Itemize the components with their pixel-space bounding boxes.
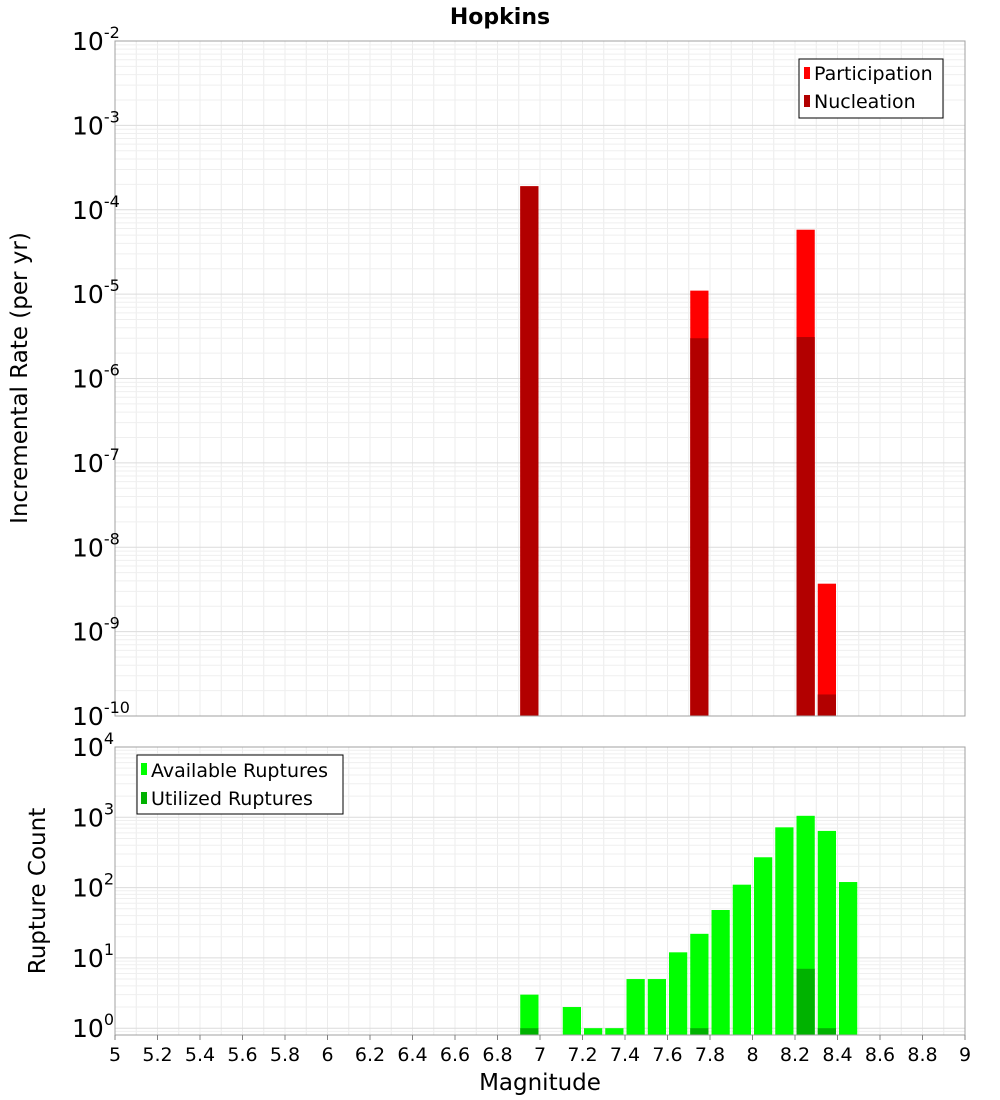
x-tick-label: 8.6 [865,1044,895,1066]
top-bar-nucleation [520,186,539,716]
top-y-axis-label: Incremental Rate (per yr) [7,232,33,524]
legend-swatch-available [141,763,147,775]
legend-label-participation: Participation [814,63,933,85]
bottom-bar-available-ruptures [775,827,794,1035]
top-bar-nucleation [817,694,836,716]
bottom-bar-available-ruptures [711,910,730,1035]
bottom-bar-available-ruptures [839,882,858,1035]
x-tick-label: 6 [321,1044,333,1066]
top-grid [115,41,965,716]
top-plot-border [114,40,966,717]
x-tick-label: 7.2 [567,1044,597,1066]
x-ticks: 5 5.2 5.4 5.6 5.8 6 6.2 6.4 6.6 6.8 7 7.2 7.4 7.6 7.8 8… [109,1035,971,1066]
bottom-y-ticks: 104 103 102 101 100 [72,729,114,1043]
x-tick-label: 5.4 [185,1044,215,1066]
top-bar-participation [817,583,836,716]
legend-swatch-nucleation [804,95,810,107]
bottom-bar-available-ruptures [605,1028,624,1035]
bottom-bar-utilized-ruptures [520,1028,539,1035]
x-tick-label: 8.4 [822,1044,852,1066]
bottom-legend: Available Ruptures Utilized Ruptures [136,754,344,815]
bottom-bar-available-ruptures [584,1028,603,1035]
bottom-y-axis-label: Rupture Count [25,808,51,974]
x-tick-label: 9 [959,1044,971,1066]
bottom-bar-utilized-ruptures [796,968,815,1035]
top-bars [520,186,836,717]
bottom-y-tick-label: 100 [72,1010,114,1043]
x-tick-label: 8.2 [780,1044,810,1066]
bottom-panel: 104 103 102 101 100 5 5.2 5.4 5.6 5.8 6 6.2 6.4 6.6 6… [25,729,971,1096]
x-tick-label: 7.6 [652,1044,682,1066]
legend-swatch-participation [804,67,810,79]
bottom-bar-available-ruptures [690,933,709,1035]
top-y-tick-label: 10-5 [72,276,120,309]
x-tick-label: 5.6 [227,1044,257,1066]
bottom-bar-available-ruptures [754,857,773,1035]
bottom-bar-utilized-ruptures [690,1028,709,1035]
top-y-tick-label: 10-2 [72,23,120,56]
top-y-tick-label: 10-9 [72,614,120,647]
top-y-tick-label: 10-3 [72,107,120,140]
x-tick-label: 8 [746,1044,758,1066]
top-y-ticks: 10-2 10-3 10-4 10-5 10-6 10-7 10-8 10-9 10-10 [72,23,130,731]
x-tick-label: 6.8 [482,1044,512,1066]
x-tick-label: 5.8 [270,1044,300,1066]
bottom-bar-utilized-ruptures [817,1028,836,1035]
legend-label-utilized: Utilized Ruptures [151,788,313,810]
x-tick-label: 7 [534,1044,546,1066]
top-y-tick-label: 10-4 [72,192,120,225]
top-bar-nucleation [796,337,815,716]
bottom-bar-available-ruptures [732,884,751,1035]
bottom-y-tick-label: 101 [72,940,114,973]
x-tick-label: 6.6 [440,1044,470,1066]
top-bar-nucleation [690,338,709,716]
bottom-bars [520,815,858,1035]
x-tick-label: 7.8 [695,1044,725,1066]
top-panel: 10-2 10-3 10-4 10-5 10-6 10-7 10-8 10-9 10-10 In… [7,23,966,731]
bottom-bar-available-ruptures [520,994,539,1035]
bottom-legend-box [136,754,344,815]
bottom-y-tick-label: 103 [72,799,114,832]
legend-label-nucleation: Nucleation [814,91,916,113]
bottom-bar-available-ruptures [647,979,666,1035]
x-tick-label: 6.4 [397,1044,427,1066]
bottom-y-tick-label: 104 [72,729,114,762]
bottom-bar-available-ruptures [626,979,645,1035]
top-legend: Participation Nucleation [798,58,944,119]
top-y-tick-label: 10-10 [72,698,130,731]
bottom-y-tick-label: 102 [72,870,114,903]
x-tick-label: 7.4 [610,1044,640,1066]
bottom-bar-available-ruptures [817,830,836,1035]
x-tick-label: 8.8 [907,1044,937,1066]
x-tick-label: 6.2 [355,1044,385,1066]
x-tick-label: 5 [109,1044,121,1066]
legend-swatch-utilized [141,792,147,804]
x-axis-label: Magnitude [479,1070,601,1096]
top-y-tick-label: 10-6 [72,361,120,394]
x-tick-label: 5.2 [142,1044,172,1066]
top-y-tick-label: 10-7 [72,445,120,478]
top-y-tick-label: 10-8 [72,529,120,562]
bottom-bar-available-ruptures [562,1007,581,1035]
top-legend-box [798,58,944,119]
chart-title: Hopkins [450,5,550,30]
legend-label-available: Available Ruptures [151,760,328,782]
bottom-bar-available-ruptures [669,952,688,1035]
